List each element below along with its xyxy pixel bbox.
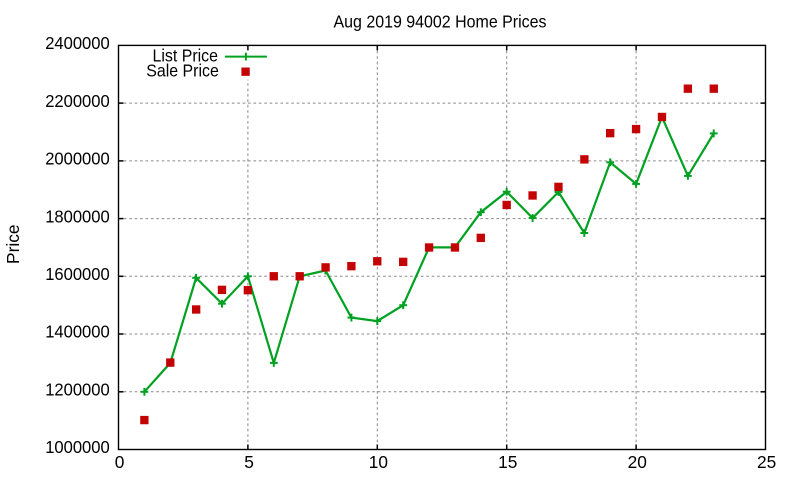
svg-text:Aug 2019 94002 Home Prices: Aug 2019 94002 Home Prices xyxy=(334,11,547,31)
svg-text:Price: Price xyxy=(3,224,23,264)
svg-text:1000000: 1000000 xyxy=(45,437,110,457)
svg-text:List Price: List Price xyxy=(153,46,219,66)
svg-text:20: 20 xyxy=(628,452,647,472)
svg-text:2200000: 2200000 xyxy=(45,91,110,111)
svg-text:5: 5 xyxy=(244,452,254,472)
svg-text:Sale Price: Sale Price xyxy=(146,61,219,81)
svg-text:1200000: 1200000 xyxy=(45,380,110,400)
svg-text:1400000: 1400000 xyxy=(45,322,110,342)
svg-text:10: 10 xyxy=(369,452,388,472)
svg-text:2000000: 2000000 xyxy=(45,149,110,169)
svg-text:25: 25 xyxy=(757,452,776,472)
svg-text:2400000: 2400000 xyxy=(45,33,110,53)
svg-text:15: 15 xyxy=(498,452,517,472)
svg-text:1600000: 1600000 xyxy=(45,264,110,284)
svg-text:1800000: 1800000 xyxy=(45,206,110,226)
svg-text:0: 0 xyxy=(115,452,125,472)
